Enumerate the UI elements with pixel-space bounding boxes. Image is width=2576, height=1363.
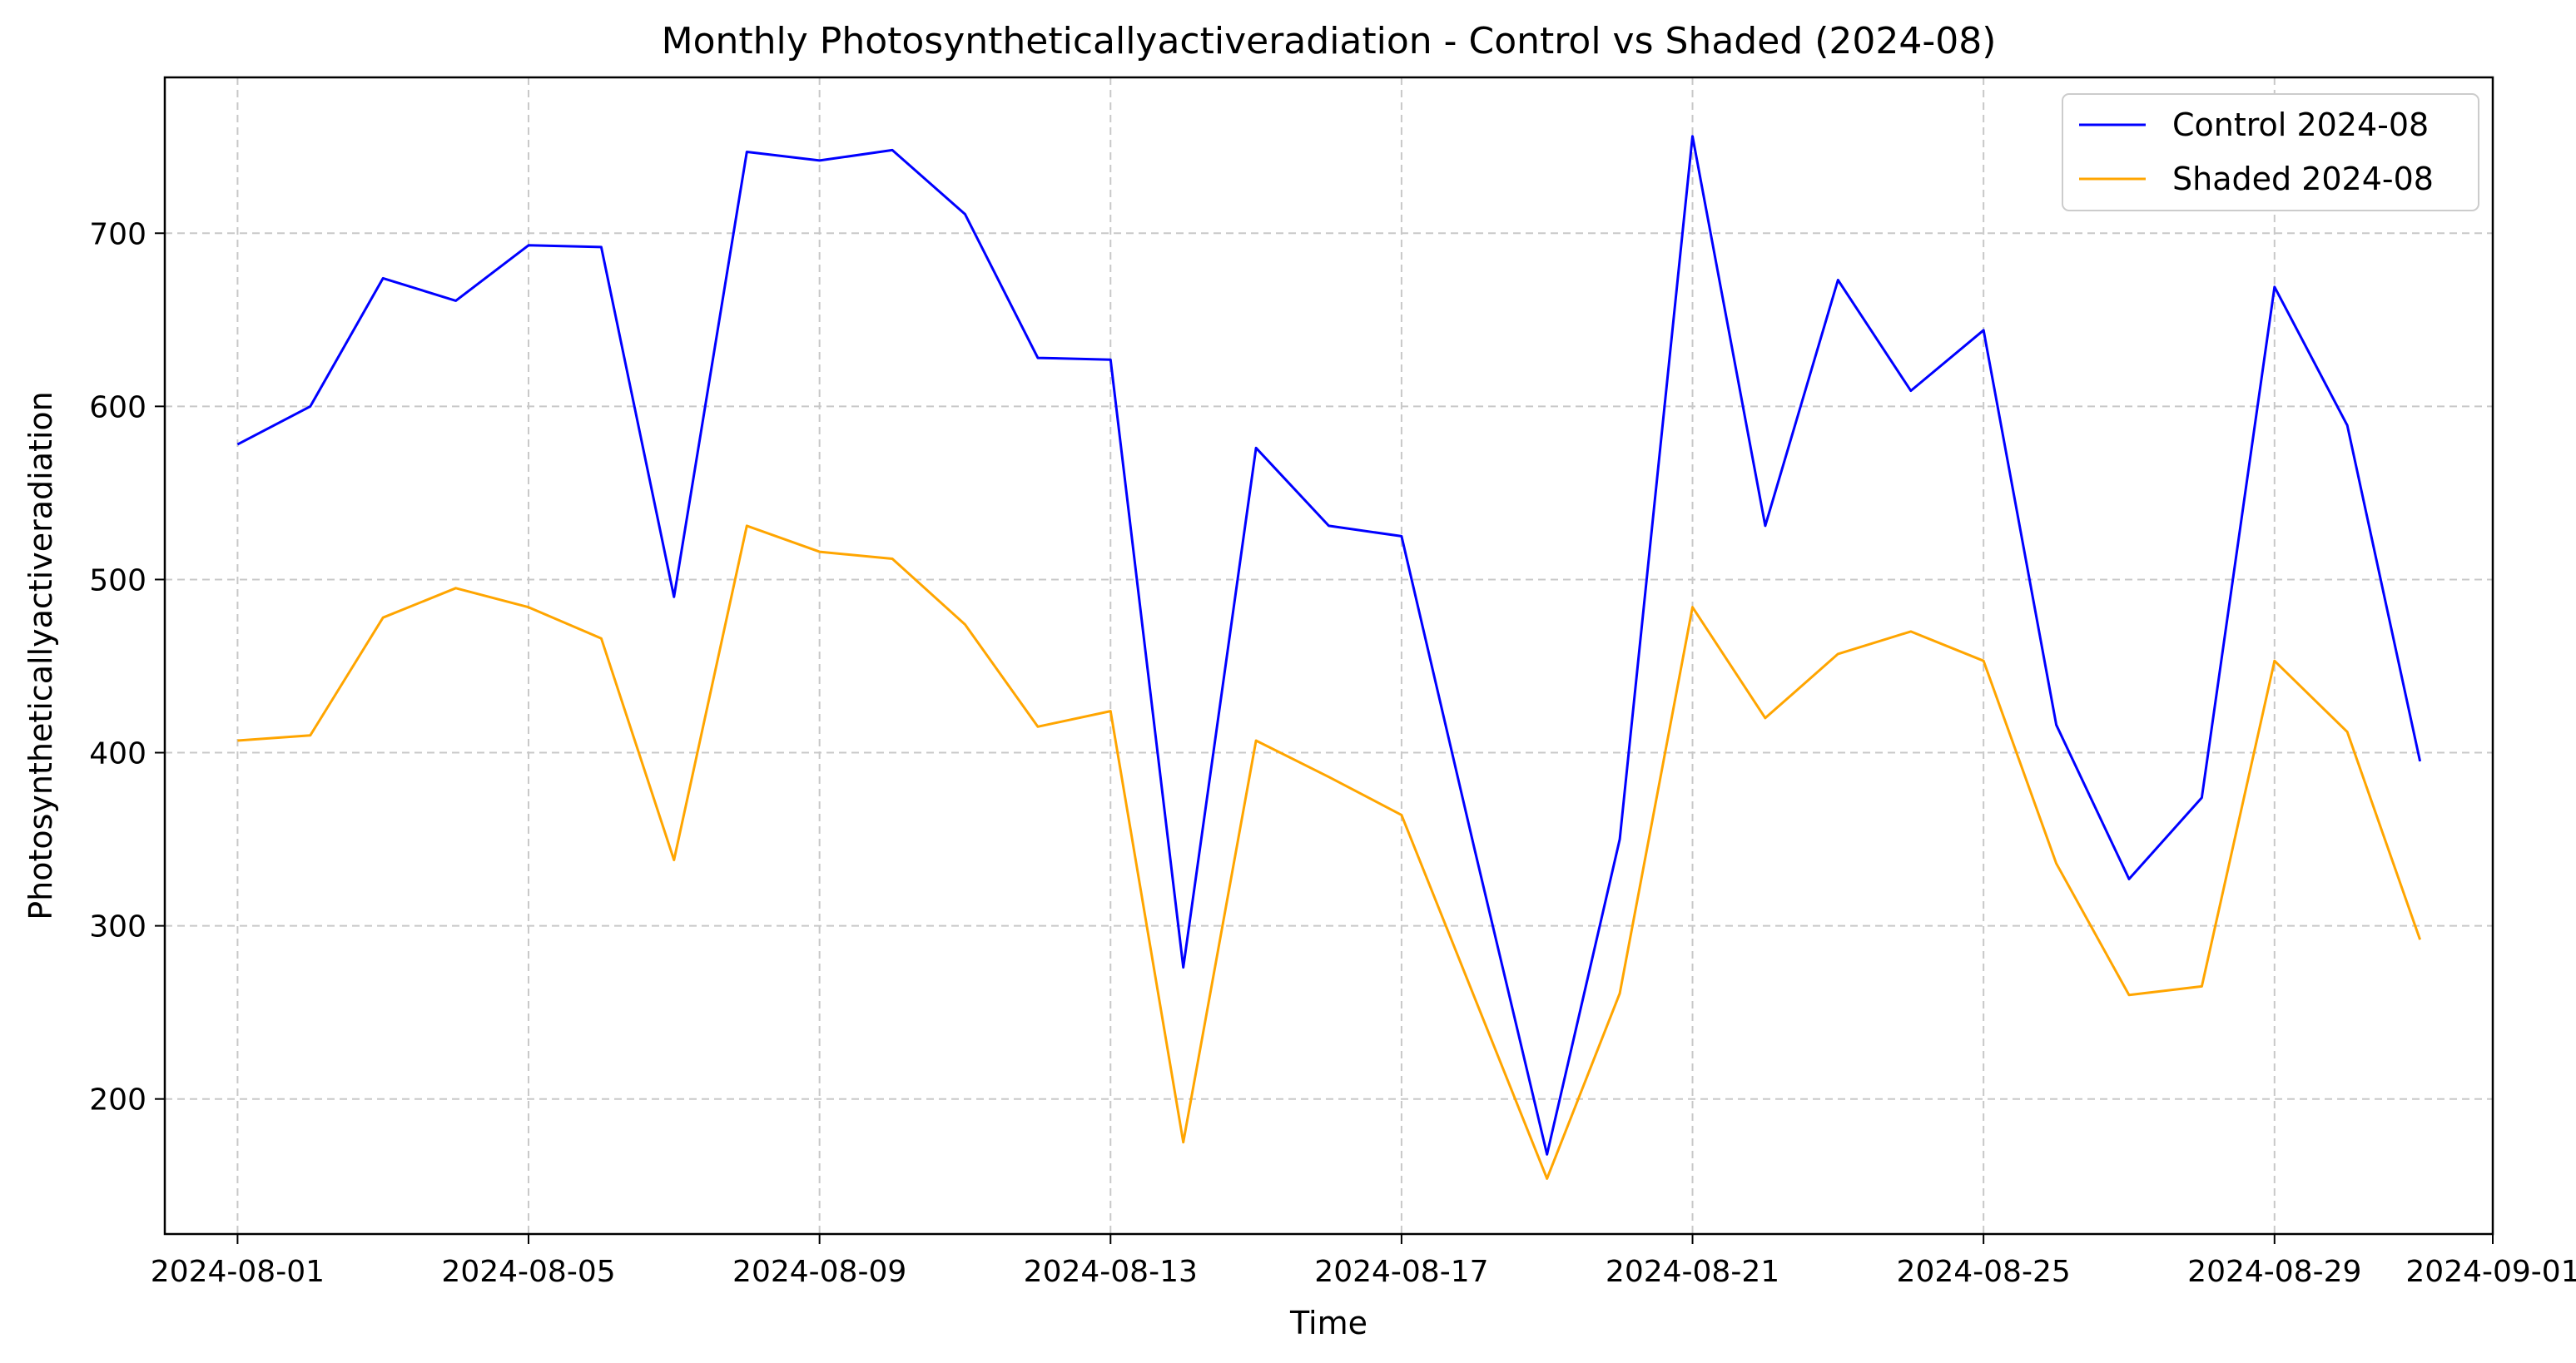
x-tick-label: 2024-08-21 <box>1606 1255 1779 1289</box>
y-tick-label: 600 <box>89 390 146 424</box>
x-tick-label: 2024-08-25 <box>1897 1255 2071 1289</box>
series-lines <box>236 135 2422 1180</box>
x-tick-label: 2024-08-01 <box>151 1255 325 1289</box>
axis-ticks: 2024-08-01 2024-08-05 2024-08-09 2024-08-13… <box>89 217 2576 1289</box>
x-tick-label: 2024-08-09 <box>732 1255 906 1289</box>
x-tick-label: 2024-08-13 <box>1024 1255 1198 1289</box>
x-tick-label: 2024-08-05 <box>441 1255 615 1289</box>
y-tick-label: 700 <box>89 217 146 251</box>
legend: Control 2024-08 Shaded 2024-08 <box>2062 93 2479 211</box>
grid-lines <box>165 77 2494 1234</box>
series-line-control <box>236 135 2422 1156</box>
legend-box <box>2062 93 2479 211</box>
y-axis-label: Photosyntheticallyactiveradiation <box>22 391 59 920</box>
x-axis-label: Time <box>1289 1305 1367 1341</box>
y-tick-label: 500 <box>89 563 146 597</box>
legend-label: Control 2024-08 <box>2172 107 2429 143</box>
x-tick-label: 2024-08-17 <box>1314 1255 1488 1289</box>
x-tick-label: 2024-09-01 <box>2405 1255 2576 1289</box>
y-tick-label: 300 <box>89 910 146 944</box>
y-tick-label: 200 <box>89 1083 146 1118</box>
series-line-shaded <box>237 524 2422 1180</box>
y-tick-label: 400 <box>89 737 146 771</box>
x-tick-label: 2024-08-29 <box>2187 1255 2361 1289</box>
legend-label: Shaded 2024-08 <box>2172 161 2434 197</box>
chart-title: Monthly Photosyntheticallyactiveradiatio… <box>662 20 1997 62</box>
plot-area-frame <box>163 76 2494 1236</box>
